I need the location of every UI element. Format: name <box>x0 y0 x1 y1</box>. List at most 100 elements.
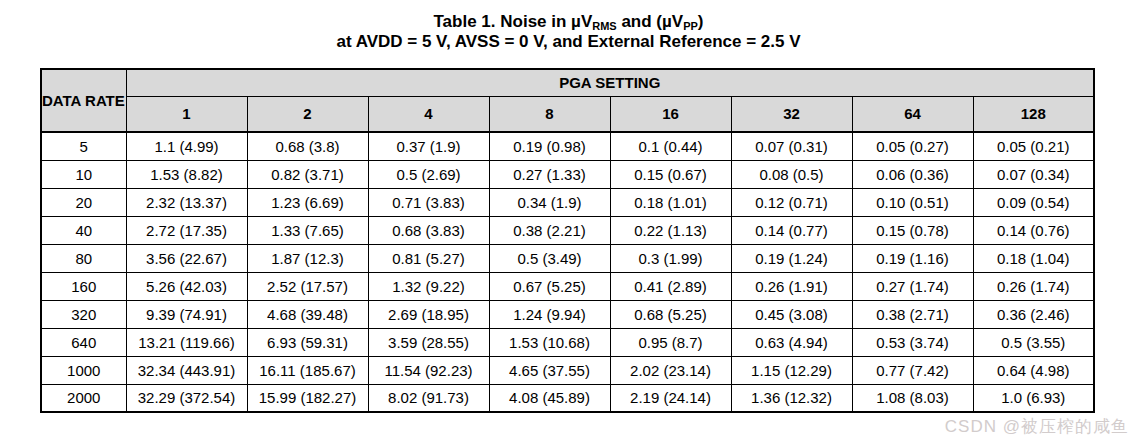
noise-cell: 1.0 (6.93) <box>973 384 1094 412</box>
noise-cell: 11.54 (92.23) <box>368 356 489 384</box>
data-rate-cell: 1000 <box>41 356 126 384</box>
column-header-pga-2: 2 <box>247 96 368 132</box>
column-header-pga-4: 4 <box>368 96 489 132</box>
column-header-pga-8: 8 <box>489 96 610 132</box>
subscript-rms: RMS <box>592 20 616 32</box>
noise-cell: 1.33 (7.65) <box>247 216 368 244</box>
noise-cell: 0.34 (1.9) <box>489 188 610 216</box>
noise-cell: 9.39 (74.91) <box>126 300 247 328</box>
noise-cell: 1.53 (10.68) <box>489 328 610 356</box>
noise-cell: 0.07 (0.34) <box>973 160 1094 188</box>
noise-cell: 0.38 (2.21) <box>489 216 610 244</box>
noise-cell: 0.15 (0.78) <box>852 216 973 244</box>
column-header-data-rate: DATA RATE (SPS) <box>41 69 126 132</box>
noise-cell: 0.26 (1.91) <box>731 272 852 300</box>
table-row: 1000 32.34 (443.91) 16.11 (185.67) 11.54… <box>41 356 1094 384</box>
data-rate-cell: 5 <box>41 132 126 160</box>
noise-cell: 13.21 (119.66) <box>126 328 247 356</box>
noise-cell: 0.18 (1.04) <box>973 244 1094 272</box>
noise-cell: 1.87 (12.3) <box>247 244 368 272</box>
noise-cell: 0.14 (0.77) <box>731 216 852 244</box>
noise-cell: 0.64 (4.98) <box>973 356 1094 384</box>
data-rate-cell: 320 <box>41 300 126 328</box>
noise-cell: 0.19 (1.24) <box>731 244 852 272</box>
noise-cell: 0.5 (3.49) <box>489 244 610 272</box>
noise-cell: 0.36 (2.46) <box>973 300 1094 328</box>
table-row: 320 9.39 (74.91) 4.68 (39.48) 2.69 (18.9… <box>41 300 1094 328</box>
noise-cell: 3.59 (28.55) <box>368 328 489 356</box>
noise-cell: 2.02 (23.14) <box>610 356 731 384</box>
noise-cell: 0.27 (1.74) <box>852 272 973 300</box>
noise-cell: 16.11 (185.67) <box>247 356 368 384</box>
data-rate-cell: 20 <box>41 188 126 216</box>
noise-cell: 0.18 (1.01) <box>610 188 731 216</box>
data-rate-cell: 40 <box>41 216 126 244</box>
column-header-pga-128: 128 <box>973 96 1094 132</box>
noise-cell: 0.19 (0.98) <box>489 132 610 160</box>
noise-cell: 0.12 (0.71) <box>731 188 852 216</box>
table-row: 2000 32.29 (372.54) 15.99 (182.27) 8.02 … <box>41 384 1094 412</box>
noise-cell: 0.71 (3.83) <box>368 188 489 216</box>
csdn-watermark: CSDN @被压榨的咸鱼 <box>945 415 1129 438</box>
column-group-header-pga-setting: PGA SETTING <box>126 69 1094 96</box>
noise-cell: 1.36 (12.32) <box>731 384 852 412</box>
noise-cell: 0.08 (0.5) <box>731 160 852 188</box>
noise-cell: 1.24 (9.94) <box>489 300 610 328</box>
noise-table: DATA RATE (SPS) PGA SETTING 1 2 4 8 16 3… <box>40 68 1095 413</box>
column-header-pga-16: 16 <box>610 96 731 132</box>
data-rate-cell: 160 <box>41 272 126 300</box>
noise-cell: 2.52 (17.57) <box>247 272 368 300</box>
table-row: 10 1.53 (8.82) 0.82 (3.71) 0.5 (2.69) 0.… <box>41 160 1094 188</box>
noise-cell: 0.14 (0.76) <box>973 216 1094 244</box>
table-header: DATA RATE (SPS) PGA SETTING 1 2 4 8 16 3… <box>41 69 1094 132</box>
noise-cell: 0.5 (2.69) <box>368 160 489 188</box>
noise-cell: 1.53 (8.82) <box>126 160 247 188</box>
table-title-line1: Table 1. Noise in µVRMS and (µVPP) <box>0 12 1137 32</box>
noise-cell: 32.29 (372.54) <box>126 384 247 412</box>
noise-cell: 0.77 (7.42) <box>852 356 973 384</box>
noise-cell: 0.5 (3.55) <box>973 328 1094 356</box>
data-rate-cell: 80 <box>41 244 126 272</box>
noise-cell: 1.32 (9.22) <box>368 272 489 300</box>
column-header-pga-32: 32 <box>731 96 852 132</box>
noise-cell: 0.53 (3.74) <box>852 328 973 356</box>
noise-cell: 6.93 (59.31) <box>247 328 368 356</box>
table-row: 5 1.1 (4.99) 0.68 (3.8) 0.37 (1.9) 0.19 … <box>41 132 1094 160</box>
noise-cell: 0.68 (3.83) <box>368 216 489 244</box>
noise-cell: 0.05 (0.27) <box>852 132 973 160</box>
noise-cell: 8.02 (91.73) <box>368 384 489 412</box>
noise-cell: 0.05 (0.21) <box>973 132 1094 160</box>
column-header-pga-1: 1 <box>126 96 247 132</box>
noise-cell: 0.26 (1.74) <box>973 272 1094 300</box>
noise-cell: 4.08 (45.89) <box>489 384 610 412</box>
noise-cell: 0.15 (0.67) <box>610 160 731 188</box>
noise-cell: 0.07 (0.31) <box>731 132 852 160</box>
table-row: 640 13.21 (119.66) 6.93 (59.31) 3.59 (28… <box>41 328 1094 356</box>
data-rate-cell: 2000 <box>41 384 126 412</box>
noise-cell: 1.23 (6.69) <box>247 188 368 216</box>
table-row: 40 2.72 (17.35) 1.33 (7.65) 0.68 (3.83) … <box>41 216 1094 244</box>
noise-cell: 2.19 (24.14) <box>610 384 731 412</box>
noise-cell: 0.19 (1.16) <box>852 244 973 272</box>
noise-cell: 0.06 (0.36) <box>852 160 973 188</box>
noise-cell: 1.1 (4.99) <box>126 132 247 160</box>
noise-cell: 0.68 (5.25) <box>610 300 731 328</box>
noise-cell: 0.63 (4.94) <box>731 328 852 356</box>
noise-cell: 0.1 (0.44) <box>610 132 731 160</box>
data-rate-cell: 640 <box>41 328 126 356</box>
noise-cell: 4.68 (39.48) <box>247 300 368 328</box>
data-rate-cell: 10 <box>41 160 126 188</box>
table-title-line2: at AVDD = 5 V, AVSS = 0 V, and External … <box>0 32 1137 52</box>
table-body: 5 1.1 (4.99) 0.68 (3.8) 0.37 (1.9) 0.19 … <box>41 132 1094 412</box>
table-row: 160 5.26 (42.03) 2.52 (17.57) 1.32 (9.22… <box>41 272 1094 300</box>
subscript-pp: PP <box>683 20 698 32</box>
table-title: Table 1. Noise in µVRMS and (µVPP) at AV… <box>0 12 1137 52</box>
table-row: 20 2.32 (13.37) 1.23 (6.69) 0.71 (3.83) … <box>41 188 1094 216</box>
noise-cell: 1.15 (12.29) <box>731 356 852 384</box>
noise-cell: 4.65 (37.55) <box>489 356 610 384</box>
table-row: 80 3.56 (22.67) 1.87 (12.3) 0.81 (5.27) … <box>41 244 1094 272</box>
noise-cell: 0.95 (8.7) <box>610 328 731 356</box>
noise-cell: 32.34 (443.91) <box>126 356 247 384</box>
noise-cell: 15.99 (182.27) <box>247 384 368 412</box>
noise-cell: 0.22 (1.13) <box>610 216 731 244</box>
